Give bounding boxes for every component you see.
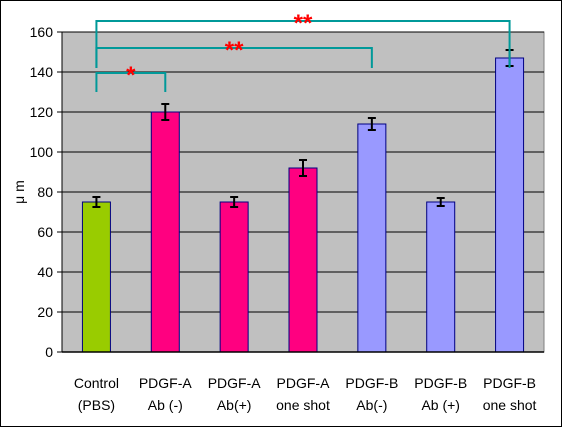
bar — [426, 201, 456, 353]
significance-stars: ** — [294, 10, 313, 37]
bar — [150, 111, 180, 353]
x-category-label: PDGF-B Ab (+) — [414, 375, 467, 413]
x-category-label: Control (PBS) — [74, 375, 119, 413]
y-tick-label: 100 — [30, 144, 54, 160]
bar — [495, 57, 525, 353]
x-category-label: PDGF-A one shot — [276, 375, 330, 413]
significance-stars: ** — [225, 37, 244, 64]
significance-brackets: ***** — [95, 10, 511, 92]
y-tick-label: 0 — [45, 344, 53, 360]
significance-bracket — [95, 72, 167, 92]
x-category-label: PDGF-B one shot — [483, 375, 537, 413]
bar — [288, 167, 318, 353]
bars — [81, 57, 525, 353]
bar — [219, 201, 249, 353]
y-tick-label: 20 — [37, 304, 53, 320]
significance-bracket — [95, 20, 511, 68]
y-axis-label: μ m — [11, 180, 27, 204]
y-tick-label: 60 — [37, 224, 53, 240]
bar — [81, 201, 111, 353]
y-tick-label: 140 — [30, 64, 54, 80]
y-axis-ticks: 0 20 40 60 80 100 120 140 160 — [30, 24, 544, 360]
significance-stars: * — [126, 62, 136, 89]
y-tick-label: 40 — [37, 264, 53, 280]
error-bars — [92, 49, 514, 208]
bar — [357, 123, 387, 353]
y-tick-label: 80 — [37, 184, 53, 200]
y-tick-label: 120 — [30, 104, 54, 120]
y-tick-label: 160 — [30, 24, 54, 40]
x-axis-categories: Control (PBS) PDGF-A Ab (-) PDGF-A Ab(+) PDGF-… — [74, 375, 537, 413]
x-category-label: PDGF-B Ab(-) — [345, 375, 398, 413]
x-category-label: PDGF-A Ab (-) — [139, 375, 193, 413]
x-category-label: PDGF-A Ab(+) — [208, 375, 262, 413]
